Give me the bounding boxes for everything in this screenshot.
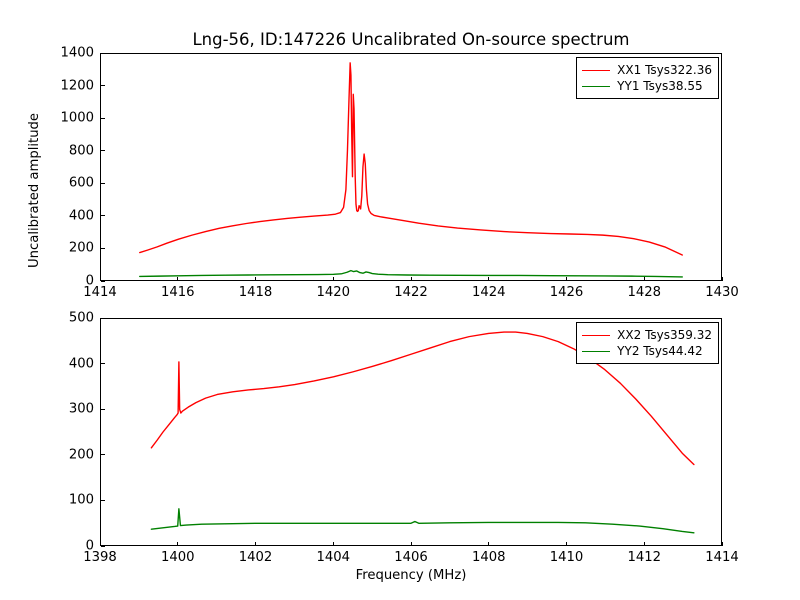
legend-label-xx1: XX1 Tsys322.36 <box>617 63 712 77</box>
y-tick-label: 0 <box>85 538 94 554</box>
y-tick-mark <box>101 117 105 119</box>
page-title: Lng-56, ID:147226 Uncalibrated On-source… <box>192 30 630 49</box>
y-tick-mark <box>101 454 105 456</box>
y-tick-mark <box>101 499 105 501</box>
legend-label-yy2: YY2 Tsys44.42 <box>617 344 703 358</box>
x-tick-label: 1402 <box>238 550 273 565</box>
y-tick-label: 600 <box>68 175 94 191</box>
legend-label-yy1: YY1 Tsys38.55 <box>617 79 703 93</box>
legend-swatch-xx1 <box>582 69 611 71</box>
x-tick-mark <box>177 542 179 546</box>
x-tick-mark <box>255 277 256 281</box>
x-tick-mark <box>721 542 723 546</box>
legend-item-xx2: XX2 Tsys359.32 <box>582 327 712 343</box>
y-tick-label: 400 <box>68 356 94 372</box>
x-tick-label: 1406 <box>394 550 428 565</box>
y-tick-mark <box>101 150 105 152</box>
x-tick-label: 1400 <box>160 550 195 565</box>
x-tick-label: 1426 <box>549 285 584 300</box>
legend-item-xx1: XX1 Tsys322.36 <box>582 62 712 78</box>
x-tick-label: 1422 <box>394 285 428 300</box>
y-tick-mark <box>101 545 105 547</box>
y-tick-mark <box>101 317 105 319</box>
y-tick-label: 500 <box>68 310 94 326</box>
x-tick-label: 1412 <box>627 550 662 565</box>
legend-item-yy2: YY2 Tsys44.42 <box>582 343 712 359</box>
x-tick-mark <box>566 277 567 281</box>
x-tick-label: 1428 <box>627 285 662 300</box>
legend-swatch-yy1 <box>582 85 611 87</box>
y-tick-label: 0 <box>85 273 94 289</box>
y-tick-mark <box>101 280 105 282</box>
y-tick-label: 400 <box>68 208 94 224</box>
data-series-line <box>139 269 683 278</box>
legend-swatch-xx2 <box>582 334 611 336</box>
x-tick-mark <box>332 542 334 546</box>
y-tick-mark <box>101 247 105 249</box>
y-tick-label: 1400 <box>60 45 94 61</box>
x-tick-mark <box>410 277 412 281</box>
x-tick-mark <box>488 277 490 281</box>
legend-swatch-yy2 <box>582 350 611 352</box>
y-tick-mark <box>101 85 105 87</box>
x-tick-mark <box>177 277 179 281</box>
y-tick-label: 200 <box>68 447 94 463</box>
chart-panel-top: XX1 Tsys322.36 YY1 Tsys38.55 <box>100 53 722 281</box>
y-axis-label-top: Uncalibrated amplitude <box>27 112 42 268</box>
y-tick-mark <box>101 215 105 217</box>
legend-label-xx2: XX2 Tsys359.32 <box>617 328 712 342</box>
x-tick-label: 1414 <box>83 285 117 300</box>
y-tick-mark <box>101 52 105 54</box>
y-tick-label: 1000 <box>60 110 94 126</box>
x-tick-mark <box>332 277 334 281</box>
x-tick-mark <box>410 542 412 546</box>
x-tick-mark <box>99 542 101 546</box>
x-axis-label-bottom: Frequency (MHz) <box>355 568 467 583</box>
legend-bottom: XX2 Tsys359.32 YY2 Tsys44.42 <box>576 322 719 364</box>
x-tick-label: 1418 <box>238 285 273 300</box>
data-series-line <box>139 62 683 256</box>
x-tick-mark <box>488 542 490 546</box>
x-tick-label: 1424 <box>471 285 506 300</box>
x-tick-mark <box>255 542 256 546</box>
y-tick-mark <box>101 182 105 184</box>
x-tick-label: 1410 <box>549 550 584 565</box>
y-tick-label: 200 <box>68 240 94 256</box>
x-tick-label: 1414 <box>705 550 739 565</box>
x-tick-mark <box>643 542 645 546</box>
plot-area-top <box>139 62 683 278</box>
x-tick-label: 1430 <box>705 285 739 300</box>
x-tick-mark <box>566 542 567 546</box>
x-tick-mark <box>99 277 101 281</box>
x-tick-label: 1420 <box>316 285 351 300</box>
legend-item-yy1: YY1 Tsys38.55 <box>582 78 712 94</box>
x-tick-label: 1408 <box>471 550 506 565</box>
x-tick-mark <box>643 277 645 281</box>
x-tick-label: 1398 <box>83 550 117 565</box>
legend-top: XX1 Tsys322.36 YY1 Tsys38.55 <box>576 57 719 99</box>
x-tick-mark <box>721 277 723 281</box>
y-tick-label: 100 <box>68 492 94 508</box>
x-tick-label: 1416 <box>160 285 195 300</box>
y-tick-label: 800 <box>68 143 94 159</box>
y-tick-label: 1200 <box>60 78 94 94</box>
chart-panel-bottom: XX2 Tsys359.32 YY2 Tsys44.42 <box>100 318 722 546</box>
y-tick-label: 300 <box>68 401 94 417</box>
data-series-line <box>150 508 695 534</box>
y-tick-mark <box>101 363 105 365</box>
y-tick-mark <box>101 408 105 410</box>
x-tick-label: 1404 <box>316 550 351 565</box>
